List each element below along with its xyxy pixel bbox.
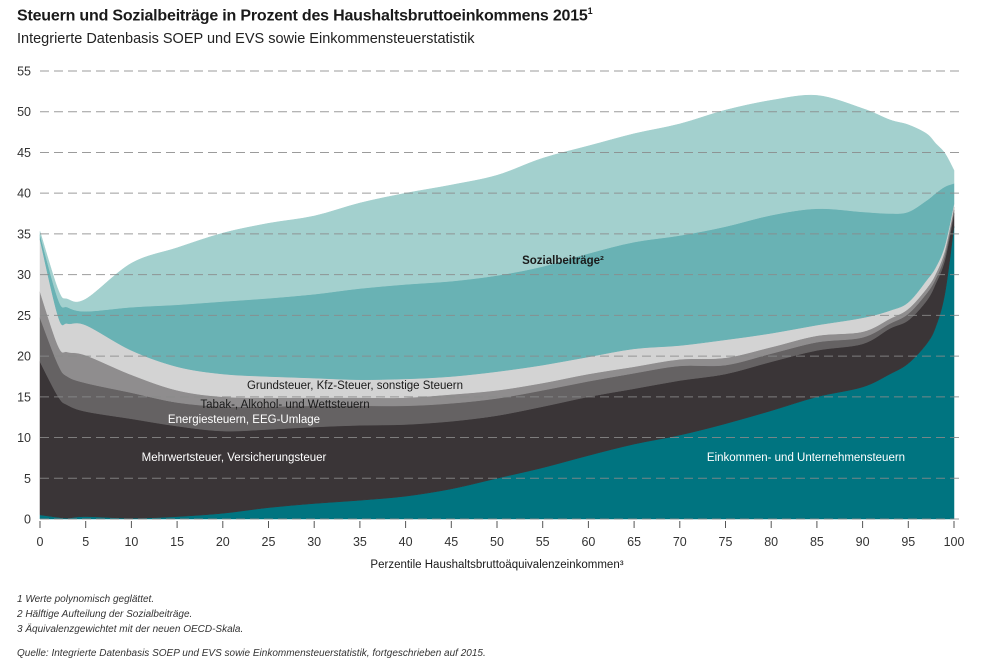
- y-tick-label: 55: [17, 65, 31, 79]
- area-label: Energiesteuern, EEG-Umlage: [168, 414, 320, 426]
- area-label: Mehrwertsteuer, Versicherungsteuer: [142, 452, 327, 464]
- y-tick-label: 35: [17, 227, 31, 241]
- y-tick-label: 5: [24, 472, 31, 486]
- source-note: Quelle: Integrierte Datenbasis SOEP und …: [17, 648, 486, 659]
- x-tick-label: 5: [82, 535, 89, 549]
- y-tick-label: 10: [17, 431, 31, 445]
- x-tick-label: 35: [353, 535, 367, 549]
- x-tick-label: 45: [444, 535, 458, 549]
- footnote-2: 2 Hälftige Aufteilung der Sozialbeiträge…: [17, 609, 193, 620]
- area-series-7: [39, 94, 955, 312]
- footnotes: 1 Werte polynomisch geglättet. 2 Hälftig…: [17, 592, 243, 637]
- x-axis-label: Perzentile Haushaltsbruttoäquivalenzeink…: [370, 559, 623, 571]
- title-text: Steuern und Sozialbeiträge in Prozent de…: [17, 7, 588, 25]
- x-tick-label: 50: [490, 535, 504, 549]
- x-tick-label: 30: [307, 535, 321, 549]
- area-label: Tabak-, Alkohol- und Wettsteuern: [200, 399, 369, 411]
- x-tick-label: 25: [262, 535, 276, 549]
- x-tick-label: 55: [536, 535, 550, 549]
- y-tick-label: 25: [17, 309, 31, 323]
- x-tick-label: 80: [764, 535, 778, 549]
- y-tick-label: 50: [17, 105, 31, 119]
- x-tick-label: 65: [627, 535, 641, 549]
- area-label: Einkommen- und Unternehmensteuern: [707, 452, 905, 464]
- x-tick-label: 85: [810, 535, 824, 549]
- title-footnote-mark: 1: [587, 6, 593, 16]
- footnote-1: 1 Werte polynomisch geglättet.: [17, 594, 155, 605]
- x-tick-label: 90: [856, 535, 870, 549]
- x-tick-label: 0: [37, 535, 44, 549]
- x-tick-label: 75: [719, 535, 733, 549]
- x-tick-label: 60: [581, 535, 595, 549]
- y-tick-label: 15: [17, 390, 31, 404]
- y-tick-label: 0: [24, 513, 31, 527]
- y-tick-label: 45: [17, 146, 31, 160]
- chart-title: Steuern und Sozialbeiträge in Prozent de…: [17, 6, 593, 25]
- footnote-3: 3 Äquivalenzgewichtet mit der neuen OECD…: [17, 624, 244, 635]
- area-label: Grundsteuer, Kfz-Steuer, sonstige Steuer…: [247, 380, 463, 392]
- x-tick-label: 100: [944, 535, 965, 549]
- area-label: Sozialbeiträge²: [522, 255, 604, 267]
- y-tick-label: 30: [17, 268, 31, 282]
- chart-subtitle: Integrierte Datenbasis SOEP und EVS sowi…: [17, 31, 475, 47]
- x-tick-label: 15: [170, 535, 184, 549]
- x-tick-label: 70: [673, 535, 687, 549]
- y-tick-label: 40: [17, 187, 31, 201]
- x-tick-label: 95: [901, 535, 915, 549]
- x-tick-label: 20: [216, 535, 230, 549]
- x-tick-label: 10: [124, 535, 138, 549]
- x-tick-label: 40: [399, 535, 413, 549]
- y-tick-label: 20: [17, 350, 31, 364]
